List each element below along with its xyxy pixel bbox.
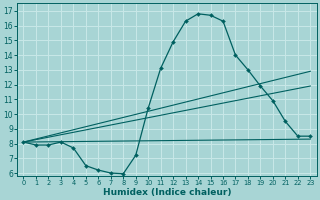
X-axis label: Humidex (Indice chaleur): Humidex (Indice chaleur)	[103, 188, 231, 197]
